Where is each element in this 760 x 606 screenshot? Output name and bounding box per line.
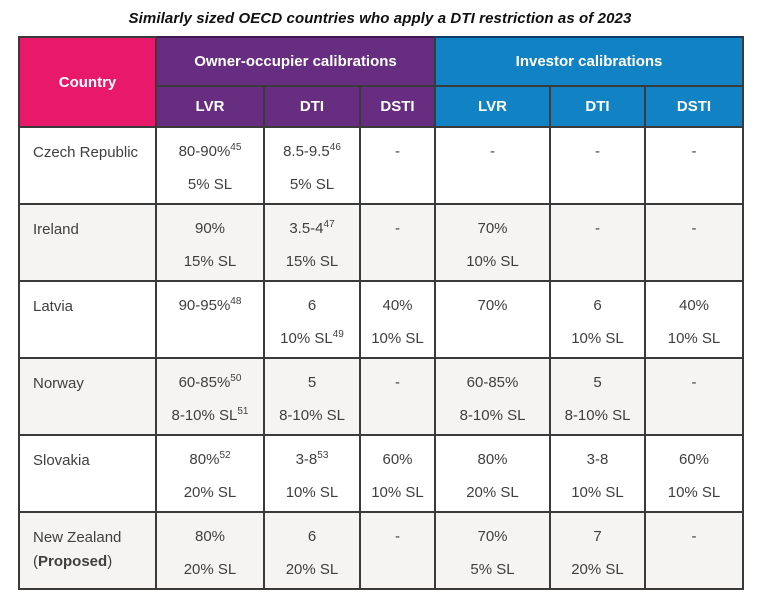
table-cell: 3-8 10% SL bbox=[549, 434, 646, 513]
table-cell: - bbox=[643, 126, 745, 205]
table-cell: 5 8-10% SL bbox=[549, 357, 646, 436]
country-cell: New Zealand (Proposed) bbox=[18, 511, 157, 590]
column-header-inv-dti: DTI bbox=[549, 85, 646, 128]
country-cell: Slovakia bbox=[18, 434, 157, 513]
table-cell: - bbox=[549, 126, 646, 205]
table-row-ireland: Ireland 90% 15% SL 3.5-447 15% SL - 70% 10%… bbox=[18, 203, 745, 282]
table-cell: - bbox=[643, 357, 745, 436]
table-cell: 40% 10% SL bbox=[643, 280, 745, 359]
header-group-row: Country Owner-occupier calibrations Inve… bbox=[18, 36, 745, 128]
table-cell: 70% bbox=[434, 280, 551, 359]
table-cell: 3.5-447 15% SL bbox=[263, 203, 361, 282]
table-cell: 5 8-10% SL bbox=[263, 357, 361, 436]
table-row-latvia: Latvia 90-95%48 6 10% SL49 40% 10% SL 70% … bbox=[18, 280, 745, 359]
table-cell: - bbox=[359, 203, 436, 282]
table-row-czech-republic: Czech Republic 80-90%45 5% SL 8.5-9.546 5%… bbox=[18, 126, 745, 205]
table-cell: 60% 10% SL bbox=[643, 434, 745, 513]
table-cell: - bbox=[359, 511, 436, 590]
table-cell: 90% 15% SL bbox=[155, 203, 265, 282]
table-cell: 80-90%45 5% SL bbox=[155, 126, 265, 205]
table-cell: 8.5-9.546 5% SL bbox=[263, 126, 361, 205]
table-cell: 6 20% SL bbox=[263, 511, 361, 590]
table-row-norway: Norway 60-85%50 8-10% SL51 5 8-10% SL - 60… bbox=[18, 357, 745, 436]
column-group-investor: Investor calibrations bbox=[433, 36, 745, 87]
table-cell: 80%52 20% SL bbox=[155, 434, 265, 513]
header-sub-row: LVR DTI DSTI LVR DTI DSTI bbox=[19, 85, 745, 128]
table-cell: 60-85% 8-10% SL bbox=[434, 357, 551, 436]
column-header-oo-dsti: DSTI bbox=[359, 85, 436, 128]
table-cell: 80% 20% SL bbox=[155, 511, 265, 590]
table-cell: - bbox=[359, 126, 436, 205]
table-cell: - bbox=[359, 357, 436, 436]
table-cell: 80% 20% SL bbox=[434, 434, 551, 513]
table-cell: 70% 10% SL bbox=[434, 203, 551, 282]
table-row-slovakia: Slovakia 80%52 20% SL 3-853 10% SL 60% 10% … bbox=[18, 434, 745, 513]
table-cell: 40% 10% SL bbox=[359, 280, 436, 359]
table-cell: 7 20% SL bbox=[549, 511, 646, 590]
table-cell: - bbox=[434, 126, 551, 205]
country-cell: Ireland bbox=[18, 203, 157, 282]
column-header-country: Country bbox=[18, 36, 157, 128]
page-title: Similarly sized OECD countries who apply… bbox=[128, 10, 632, 27]
table-cell: - bbox=[643, 511, 745, 590]
table-cell: 6 10% SL49 bbox=[263, 280, 361, 359]
table-cell: 3-853 10% SL bbox=[263, 434, 361, 513]
column-header-inv-dsti: DSTI bbox=[643, 85, 745, 128]
table-cell: - bbox=[643, 203, 745, 282]
column-header-oo-dti: DTI bbox=[263, 85, 361, 128]
table-cell: 70% 5% SL bbox=[434, 511, 551, 590]
country-cell: Czech Republic bbox=[18, 126, 157, 205]
column-header-oo-lvr: LVR bbox=[155, 85, 265, 128]
table-cell: 60-85%50 8-10% SL51 bbox=[155, 357, 265, 436]
table-cell: 6 10% SL bbox=[549, 280, 646, 359]
country-cell: Norway bbox=[18, 357, 157, 436]
dti-restrictions-table: Country Owner-occupier calibrations Inve… bbox=[18, 36, 745, 590]
table-cell: 60% 10% SL bbox=[359, 434, 436, 513]
country-cell: Latvia bbox=[18, 280, 157, 359]
column-group-owner-occupier: Owner-occupier calibrations bbox=[155, 36, 436, 87]
table-cell: 90-95%48 bbox=[155, 280, 265, 359]
column-header-inv-lvr: LVR bbox=[434, 85, 551, 128]
table-row-new-zealand-proposed: New Zealand (Proposed) 80% 20% SL 6 20% SL … bbox=[18, 511, 745, 590]
table-cell: - bbox=[549, 203, 646, 282]
